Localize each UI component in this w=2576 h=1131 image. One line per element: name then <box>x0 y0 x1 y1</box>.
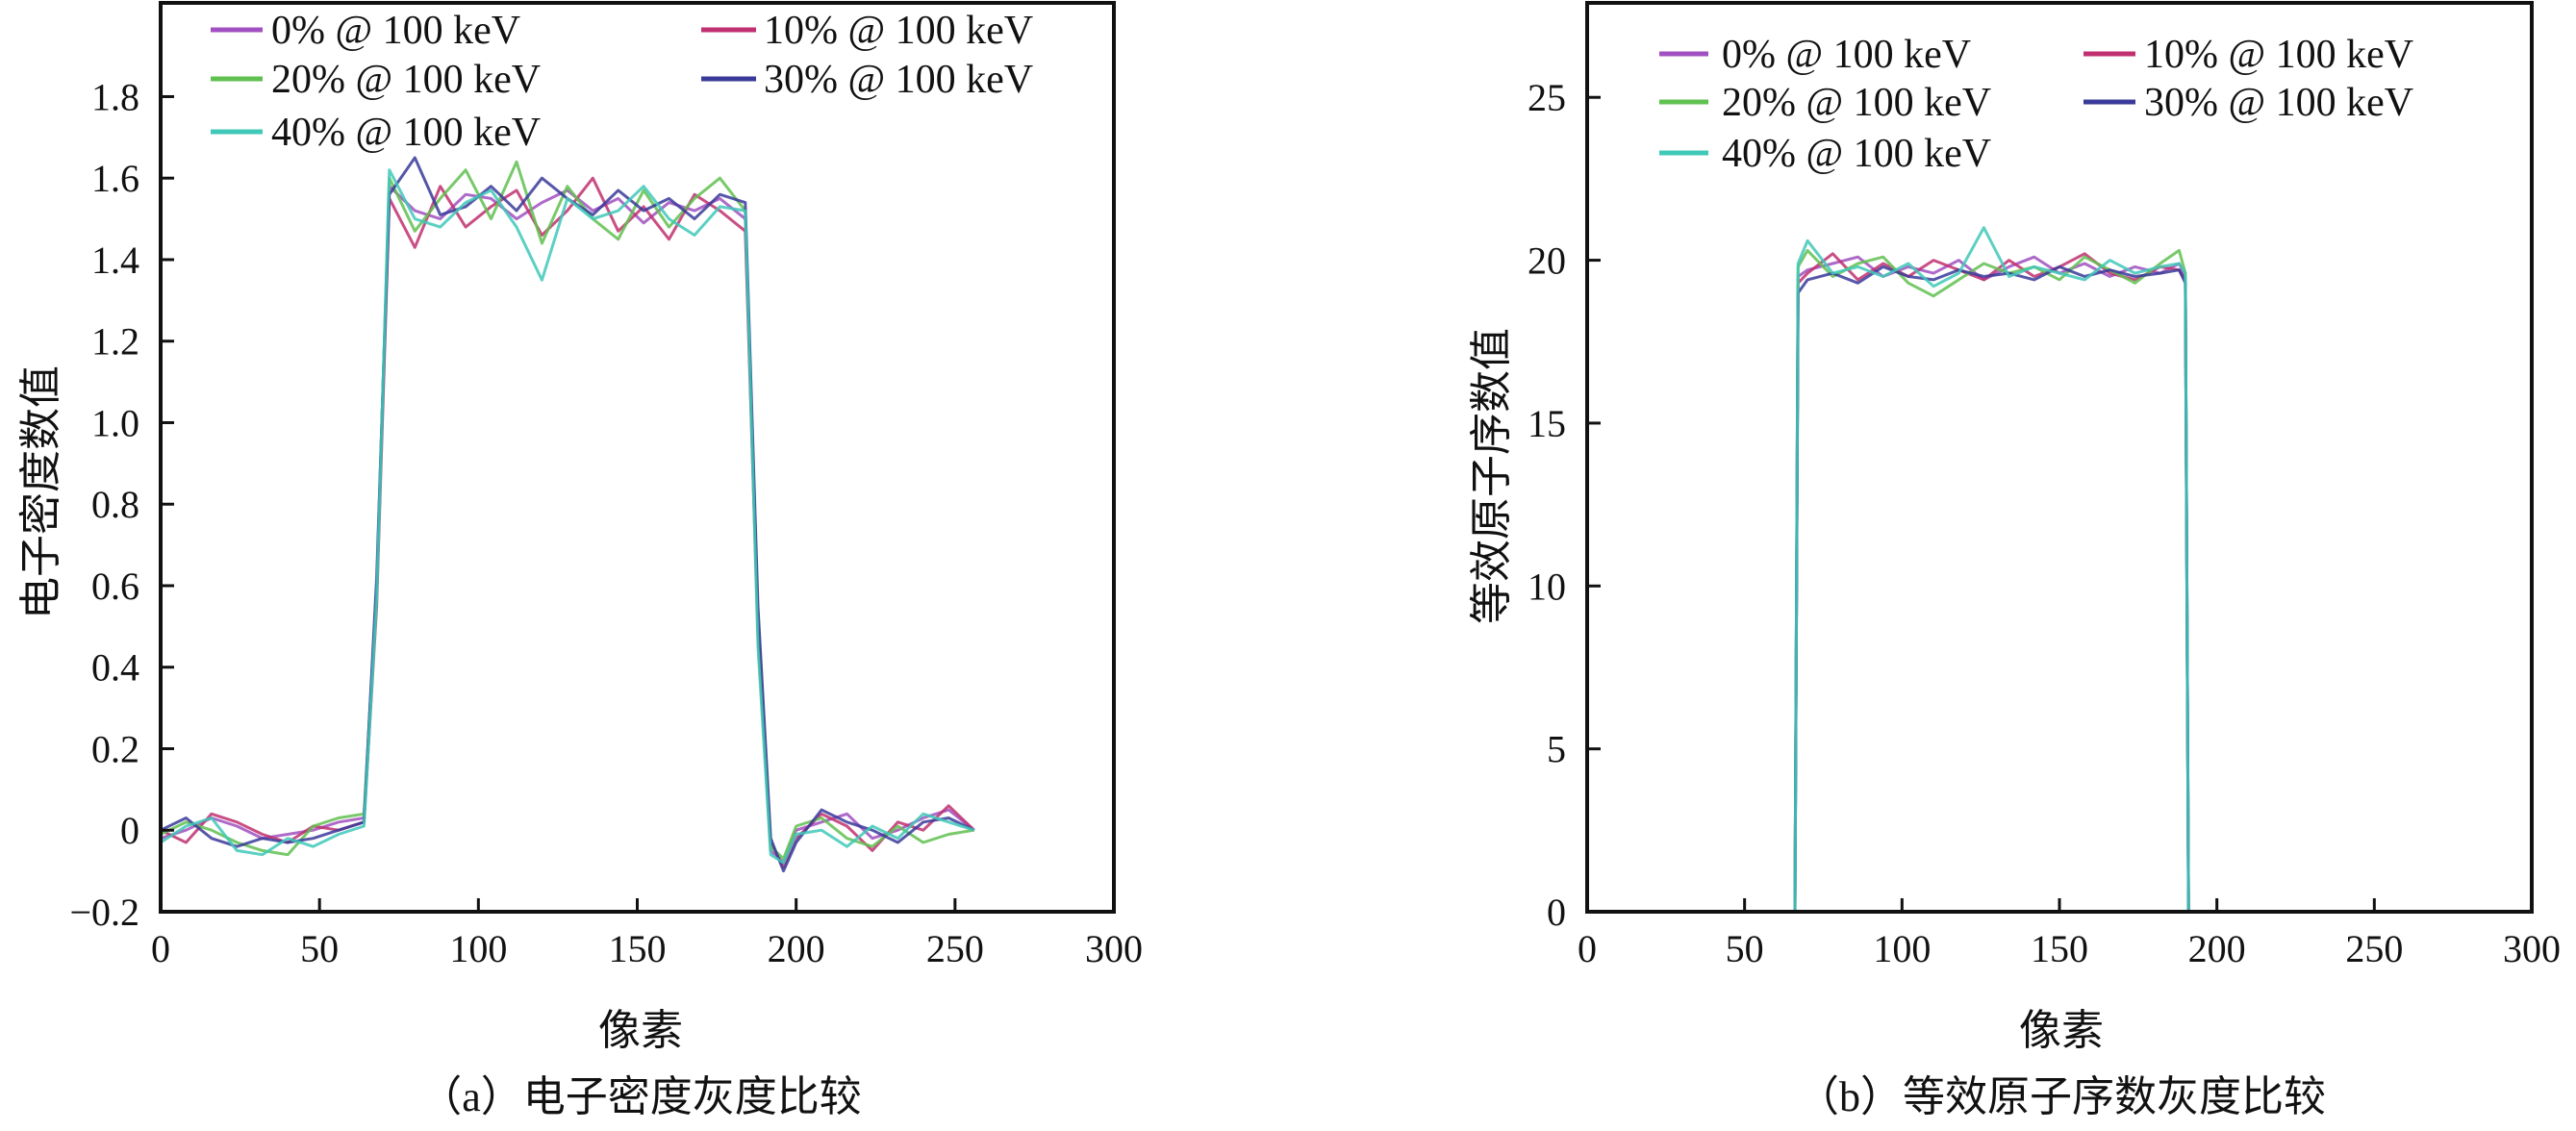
y-tick-label: −0.2 <box>69 891 139 934</box>
legend-label: 10% @ 100 keV <box>2144 33 2413 77</box>
legend-label: 0% @ 100 keV <box>1722 33 1971 77</box>
x-tick-label: 50 <box>300 927 339 970</box>
series-line-30pct <box>1587 264 2516 914</box>
legend-label: 20% @ 100 keV <box>271 58 541 102</box>
legend: 0% @ 100 keV 10% @ 100 keV 20% @ 100 keV 30… <box>211 9 1033 155</box>
y-tick-label: 0 <box>120 809 139 852</box>
x-tick-label: 200 <box>2188 927 2246 970</box>
y-tick-label: 1.4 <box>91 239 139 282</box>
chart-a-ylabel: 电子密度数值 <box>17 365 64 619</box>
legend-label: 30% @ 100 keV <box>2144 81 2413 125</box>
x-tick-label: 100 <box>1873 927 1931 970</box>
x-tick-label: 50 <box>1726 927 1764 970</box>
series-line-0pct <box>1587 255 2516 914</box>
series-line-40pct <box>160 168 975 865</box>
chart-a-xlabel: 像素 <box>598 1007 683 1054</box>
legend-label: 10% @ 100 keV <box>764 9 1033 53</box>
legend-label: 20% @ 100 keV <box>1722 81 1991 125</box>
legend-label: 0% @ 100 keV <box>271 9 520 53</box>
legend-label: 40% @ 100 keV <box>1722 132 1991 176</box>
y-tick-label: 15 <box>1528 402 1566 445</box>
y-tick-label: 0 <box>1547 891 1566 934</box>
y-tick-label: 0.6 <box>91 565 139 608</box>
series-line-20pct <box>160 160 974 861</box>
x-tick-label: 250 <box>2345 927 2403 970</box>
series-line-0pct <box>160 185 975 865</box>
series-line-40pct <box>1587 226 2516 914</box>
y-tick-label: 0.2 <box>91 727 139 770</box>
chart-b-ylabel: 等效原子序数值 <box>1468 328 1515 624</box>
y-tick-label: 0.4 <box>91 646 139 690</box>
chart-a-caption: （a）电子密度灰度比较 <box>419 1073 862 1120</box>
x-tick-label: 300 <box>2503 927 2561 970</box>
y-tick-label: 1.6 <box>91 157 139 200</box>
y-tick-label: 5 <box>1547 728 1566 771</box>
x-tick-label: 100 <box>449 927 507 970</box>
x-tick-label: 150 <box>2031 927 2088 970</box>
x-tick-label: 250 <box>926 927 984 970</box>
x-tick-label: 200 <box>768 927 825 970</box>
y-tick-label: 1.8 <box>91 75 139 118</box>
x-tick-label: 0 <box>151 927 170 970</box>
series-line-10pct <box>160 176 975 868</box>
chart-b-xlabel: 像素 <box>2019 1007 2104 1054</box>
y-tick-label: 10 <box>1528 565 1566 608</box>
chart-b: 0 50 100 150 200 250 300 0 5 10 15 20 25 0% @ 100 keV… <box>1528 1 2561 970</box>
y-tick-label: 20 <box>1528 239 1566 283</box>
legend-label: 40% @ 100 keV <box>271 111 541 155</box>
y-tick-label: 1.2 <box>91 320 139 364</box>
series-line-10pct <box>1587 252 2516 914</box>
x-tick-label: 150 <box>609 927 667 970</box>
x-tick-label: 0 <box>1578 927 1597 970</box>
series-line-30pct <box>160 156 975 873</box>
legend: 0% @ 100 keV 10% @ 100 keV 20% @ 100 keV 30… <box>1659 33 2413 176</box>
legend-label: 30% @ 100 keV <box>764 58 1033 102</box>
x-tick-label: 300 <box>1085 927 1143 970</box>
y-tick-label: 25 <box>1528 76 1566 119</box>
y-tick-label: 0.8 <box>91 483 139 526</box>
chart-b-caption: （b）等效原子序数灰度比较 <box>1797 1073 2326 1120</box>
y-tick-label: 1.0 <box>91 401 139 444</box>
chart-a: 0 50 100 150 200 250 300 −0.2 0 0.2 0.4 0.6 0.8 1.0 1.… <box>69 1 1143 970</box>
series-line-20pct <box>1587 248 2516 914</box>
